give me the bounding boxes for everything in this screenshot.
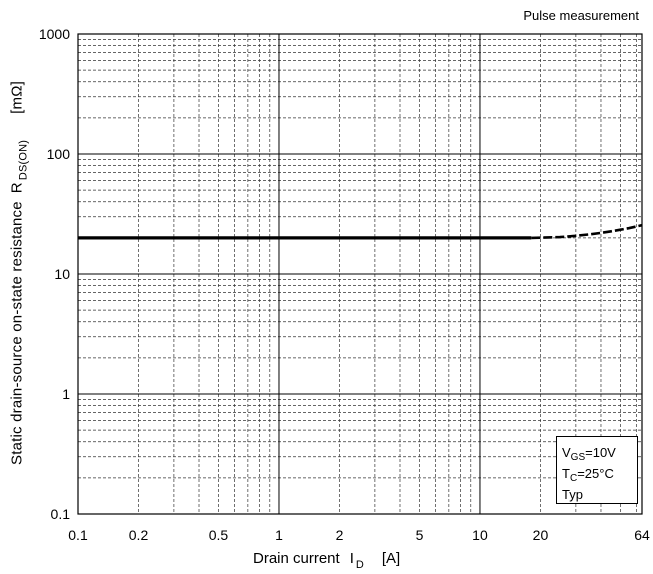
y-tick-label: 1: [62, 386, 70, 402]
x-axis-label-text: Drain current: [253, 550, 340, 567]
y-tick-label: 100: [47, 146, 71, 162]
x-axis-label: Drain current I D [A]: [253, 550, 400, 571]
vgs-value: =10V: [585, 445, 616, 460]
y-tick-label: 1000: [39, 26, 70, 42]
x-tick-label: 2: [336, 527, 344, 543]
y-axis-unit: [mΩ]: [8, 81, 26, 114]
condition-vgs: VGS=10V: [562, 445, 637, 466]
x-axis-symbol: I: [349, 550, 354, 567]
x-axis-subscript: D: [355, 559, 364, 571]
y-axis-symbol: R: [8, 182, 26, 194]
conditions-box: VGS=10V TC=25°C Typ: [556, 436, 638, 504]
tc-value: =25°C: [577, 466, 614, 481]
major-gridlines: [78, 34, 642, 514]
y-tick-labels: 0.1 1 10 100 1000: [39, 26, 70, 522]
x-tick-labels: 0.1 0.2 0.5 1 2 5 10 20 64: [68, 527, 650, 543]
x-tick-label: 64: [634, 527, 650, 543]
series-group: [78, 223, 643, 240]
tc-symbol: T: [562, 466, 570, 481]
x-axis-unit: [A]: [381, 550, 401, 567]
x-tick-label: 10: [472, 527, 488, 543]
x-tick-label: 5: [416, 527, 424, 543]
y-tick-label: 0.1: [51, 506, 71, 522]
plot-frame: [77, 33, 643, 515]
vgs-symbol: V: [562, 445, 571, 460]
x-tick-label: 20: [533, 527, 549, 543]
y-axis-label: Static drain-source on-state resistance R…: [9, 81, 30, 465]
y-tick-label: 10: [54, 266, 70, 282]
series-line-dashed: [531, 223, 643, 240]
x-tick-label: 0.1: [68, 527, 88, 543]
y-axis-label-container: Static drain-source on-state resistance R…: [0, 0, 34, 574]
condition-typ: Typ: [562, 487, 583, 502]
y-axis-label-text: Static drain-source on-state resistance: [8, 201, 26, 465]
pulse-measurement-note: Pulse measurement: [523, 8, 639, 23]
y-axis-subscript: DS(ON): [17, 139, 30, 181]
x-tick-label: 1: [275, 527, 283, 543]
tc-subscript: C: [569, 473, 578, 484]
x-tick-label: 0.2: [129, 527, 149, 543]
vgs-subscript: GS: [570, 452, 586, 463]
condition-tc: TC=25°C: [562, 466, 637, 487]
x-tick-label: 0.5: [209, 527, 229, 543]
